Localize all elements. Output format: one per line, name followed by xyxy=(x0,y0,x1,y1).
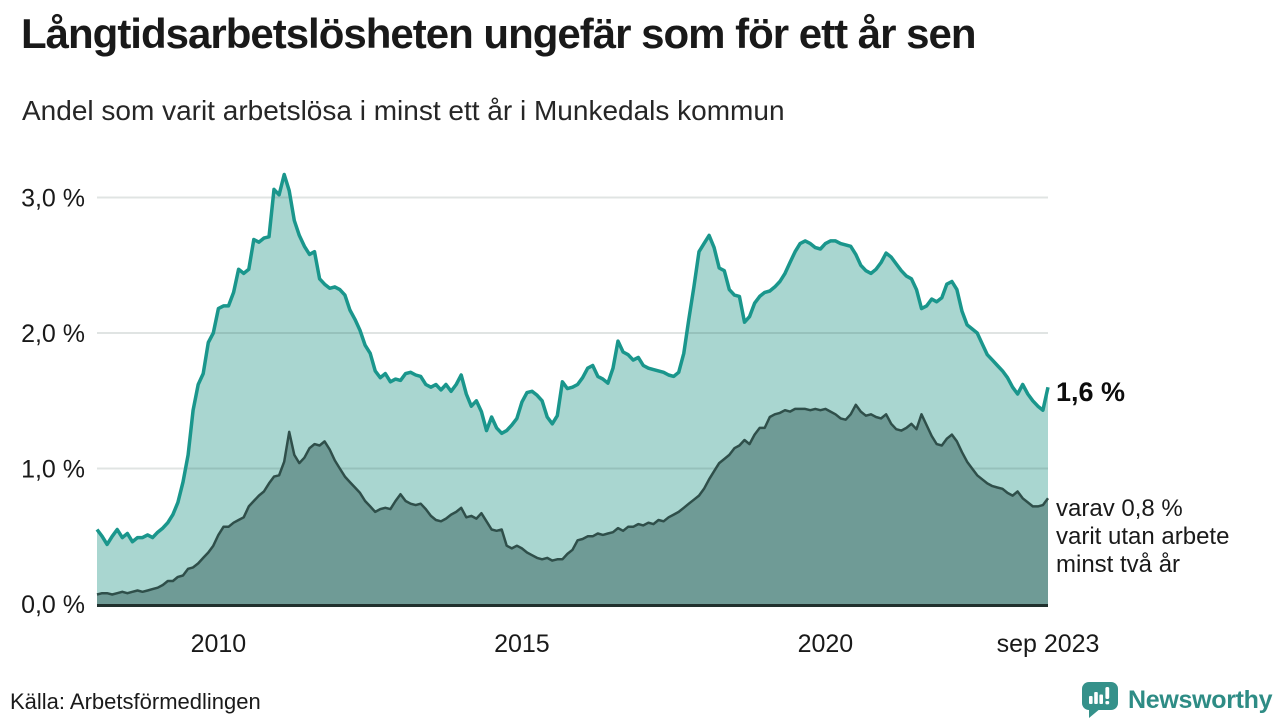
x-tick-label: 2010 xyxy=(191,630,247,658)
secondary-series-label: varav 0,8 % varit utan arbete minst två … xyxy=(1056,495,1229,579)
y-tick-label: 3,0 % xyxy=(21,185,85,213)
newsworthy-logo-text: Newsworthy xyxy=(1128,685,1273,714)
secondary-series-label-line3: minst två år xyxy=(1056,551,1181,578)
secondary-series-label-line2: varit utan arbete xyxy=(1056,523,1230,550)
page-subtitle: Andel som varit arbetslösa i minst ett å… xyxy=(22,95,785,126)
y-tick-label: 0,0 % xyxy=(21,591,85,619)
y-tick-label: 2,0 % xyxy=(21,320,85,348)
latest-value-label: 1,6 % xyxy=(1056,377,1126,407)
page-title: Långtidsarbetslösheten ungefär som för e… xyxy=(21,10,977,57)
source-credit: Källa: Arbetsförmedlingen xyxy=(10,689,261,714)
secondary-series-label-line1: varav 0,8 % xyxy=(1056,495,1183,522)
x-tick-label: 2020 xyxy=(798,630,854,658)
newsworthy-logo: Newsworthy xyxy=(1080,681,1273,719)
line-two-years xyxy=(96,403,1049,596)
x-tick-label: sep 2023 xyxy=(997,630,1100,658)
line-total xyxy=(95,172,1050,547)
x-tick-label: 2015 xyxy=(494,630,550,658)
newsworthy-logo-icon xyxy=(1082,682,1118,718)
y-tick-label: 1,0 % xyxy=(21,456,85,484)
area-fill-two-years xyxy=(97,404,1048,604)
